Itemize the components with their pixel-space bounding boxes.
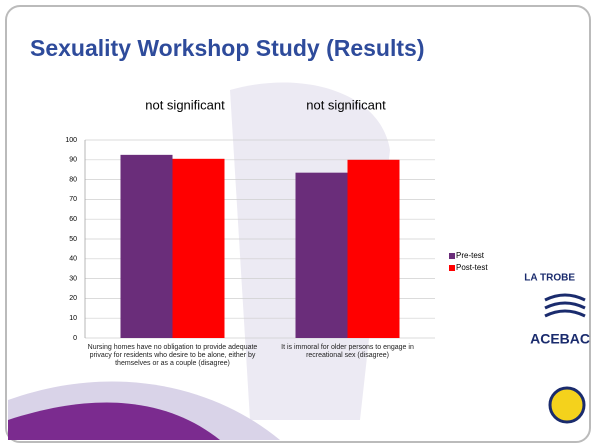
annotation: not significant: [145, 97, 225, 112]
legend-label: Pre-test: [456, 251, 485, 260]
logo-icon: [550, 388, 584, 422]
chart-title: Sexuality Workshop Study (Results): [30, 35, 424, 61]
y-tick-label: 100: [65, 137, 77, 144]
legend-swatch: [449, 253, 455, 259]
y-tick-label: 10: [69, 315, 77, 322]
y-tick-label: 40: [69, 256, 77, 263]
y-tick-label: 70: [69, 196, 77, 203]
legend-label: Post-test: [456, 263, 488, 272]
bar: [296, 173, 348, 338]
y-tick-label: 90: [69, 157, 77, 164]
slide: Sexuality Workshop Study (Results) not s…: [0, 0, 596, 447]
bar: [121, 155, 173, 338]
x-tick-label: It is immoral for older persons to engag…: [263, 344, 433, 360]
y-tick-label: 50: [69, 236, 77, 243]
bar: [348, 160, 400, 338]
y-tick-label: 30: [69, 275, 77, 282]
logo-text: LA TROBE: [524, 273, 575, 284]
y-tick-label: 20: [69, 295, 77, 302]
y-tick-label: 0: [73, 335, 77, 342]
legend-swatch: [449, 265, 455, 271]
x-tick-label: Nursing homes have no obligation to prov…: [88, 344, 258, 368]
bar: [173, 159, 225, 338]
y-tick-label: 60: [69, 216, 77, 223]
annotation: not significant: [306, 97, 386, 112]
logo-text: ACEBAC: [530, 331, 590, 347]
y-tick-label: 80: [69, 176, 77, 183]
chart: Sexuality Workshop Study (Results) not s…: [0, 0, 596, 447]
